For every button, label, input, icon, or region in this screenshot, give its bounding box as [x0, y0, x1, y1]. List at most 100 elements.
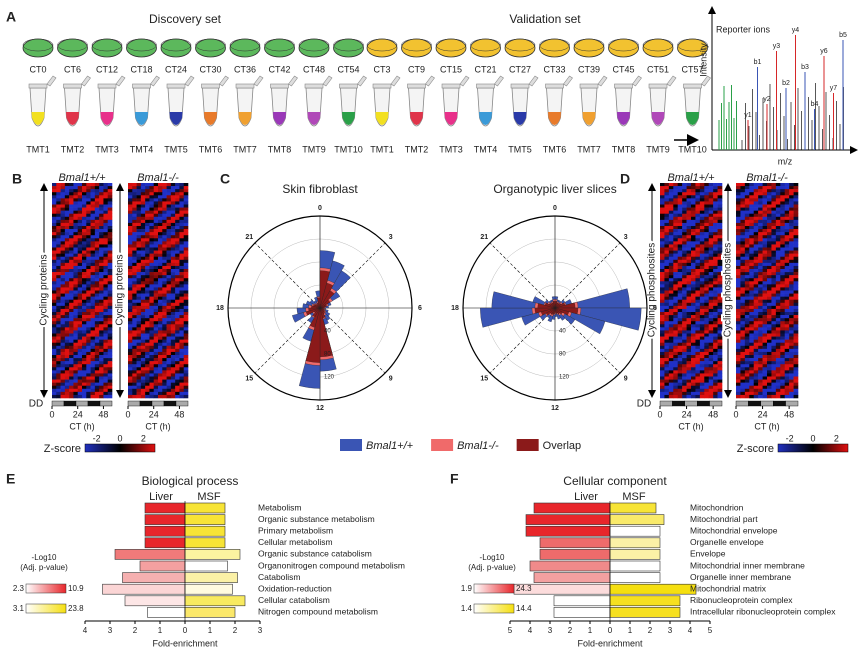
heat-cell: [682, 290, 687, 294]
heat-cell: [691, 321, 696, 325]
heat-cell: [73, 342, 79, 347]
hour-label: 9: [389, 376, 393, 383]
heat-cell: [784, 305, 790, 310]
heat-cell: [136, 189, 142, 193]
heat-cell: [94, 272, 100, 276]
tube-lid: [425, 75, 435, 87]
heat-cell: [128, 321, 133, 325]
heat-cell: [86, 324, 91, 328]
heat-cell: [775, 204, 781, 208]
heat-cell: [149, 244, 155, 248]
heat-cell: [90, 259, 96, 264]
heat-cell: [695, 385, 701, 390]
heat-cell: [149, 318, 155, 322]
heat-cell: [704, 327, 710, 331]
heat-cell: [753, 315, 759, 319]
heat-cell: [767, 376, 772, 380]
heat-cell: [717, 201, 723, 205]
heat-cell: [136, 253, 142, 258]
heat-cell: [784, 391, 790, 396]
heat-cell: [179, 308, 185, 313]
heat-cell: [136, 296, 142, 301]
heat-cell: [175, 312, 180, 316]
heat-cell: [758, 213, 763, 218]
heat-cell: [695, 186, 701, 190]
heat-cell: [90, 278, 96, 282]
term-label: Oxidation-reduction: [258, 583, 332, 593]
heat-cell: [660, 373, 665, 377]
heat-cell: [153, 336, 159, 340]
heat-cell: [166, 186, 172, 190]
heat-cell: [749, 219, 755, 224]
heat-cell: [780, 296, 786, 301]
msf-bar: [609, 537, 661, 549]
heat-cell: [713, 275, 718, 279]
heat-cell: [107, 373, 113, 377]
heat-cell: [713, 207, 718, 211]
heat-cell: [140, 361, 146, 365]
heat-cell: [107, 321, 113, 325]
tube-lid: [390, 75, 401, 87]
heat-cell: [767, 382, 772, 387]
heat-cell: [713, 195, 718, 199]
heat-cell: [86, 204, 91, 208]
dish-top: [539, 38, 570, 52]
heat-cell: [149, 250, 155, 254]
heat-cell: [149, 207, 155, 211]
heat-cell: [60, 305, 66, 310]
heat-cell: [704, 287, 710, 291]
heat-cell: [699, 265, 705, 270]
heat-cell: [77, 204, 83, 208]
heat-cell: [708, 333, 714, 337]
heat-cell: [170, 391, 176, 396]
ms-xlabel: m/z: [778, 156, 793, 166]
heat-cell: [179, 394, 185, 399]
heat-cell: [677, 204, 683, 208]
heat-cell: [90, 241, 96, 245]
heat-cell: [179, 219, 185, 224]
heat-cell: [132, 376, 137, 380]
heat-cell: [664, 299, 670, 304]
heat-cell: [717, 373, 723, 377]
heat-cell: [82, 367, 87, 371]
heat-cell: [77, 281, 83, 285]
heat-cell: [677, 293, 683, 297]
heat-cell: [183, 290, 189, 294]
msf-bar: [184, 595, 246, 607]
heat-cell: [664, 333, 670, 337]
heat-cell: [153, 327, 159, 331]
heat-cell: [695, 333, 701, 337]
rose-wedge: [554, 307, 570, 316]
heat-cell: [132, 312, 137, 316]
heat-cell: [77, 385, 83, 390]
heat-cell: [153, 259, 159, 264]
heat-cell: [132, 278, 137, 282]
liver-bar: [144, 537, 186, 549]
heat-cell: [708, 183, 714, 187]
heat-cell: [699, 373, 705, 377]
heat-cell: [107, 302, 113, 307]
heat-cell: [162, 284, 167, 288]
heat-cell: [60, 244, 66, 248]
heat-cell: [740, 265, 746, 270]
heat-cell: [82, 355, 87, 359]
heat-cell: [677, 379, 683, 383]
heat-cell: [682, 253, 687, 258]
heat-cell: [775, 259, 781, 264]
heat-cell: [673, 315, 679, 319]
heat-cell: [145, 244, 150, 248]
scale-label: 1.9: [461, 584, 473, 593]
heat-cell: [153, 222, 159, 227]
heat-cell: [664, 315, 670, 319]
heat-cell: [749, 265, 755, 270]
heat-cell: [140, 241, 146, 245]
heat-cell: [153, 385, 159, 390]
heat-cell: [668, 318, 674, 322]
heat-cell: [140, 195, 146, 199]
heat-cell: [170, 355, 176, 359]
heat-cell: [708, 192, 714, 196]
heat-cell: [73, 235, 79, 239]
heat-cell: [753, 213, 759, 218]
heat-cell: [132, 204, 137, 208]
heat-cell: [153, 272, 159, 276]
